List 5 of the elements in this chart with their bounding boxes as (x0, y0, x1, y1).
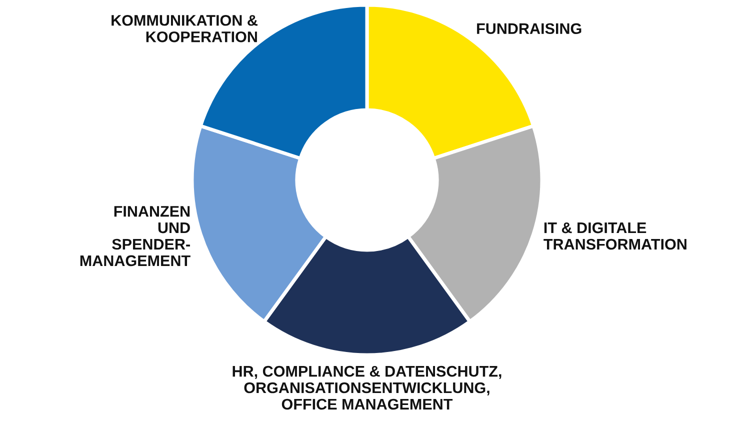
slice-label: FINANZEN UND SPENDER- MANAGEMENT (80, 206, 190, 266)
slice-label: HR, COMPLIANCE & DATENSCHUTZ, ORGANISATIONSENTWICKLUNG, OFFICE MANAGEMENT (232, 366, 502, 410)
slice-label: FUNDRAISING (477, 23, 582, 34)
slice-label: IT & DIGITALE TRANSFORMATION (544, 222, 686, 250)
slice-label: KOMMUNIKATION & KOOPERATION (112, 14, 258, 42)
